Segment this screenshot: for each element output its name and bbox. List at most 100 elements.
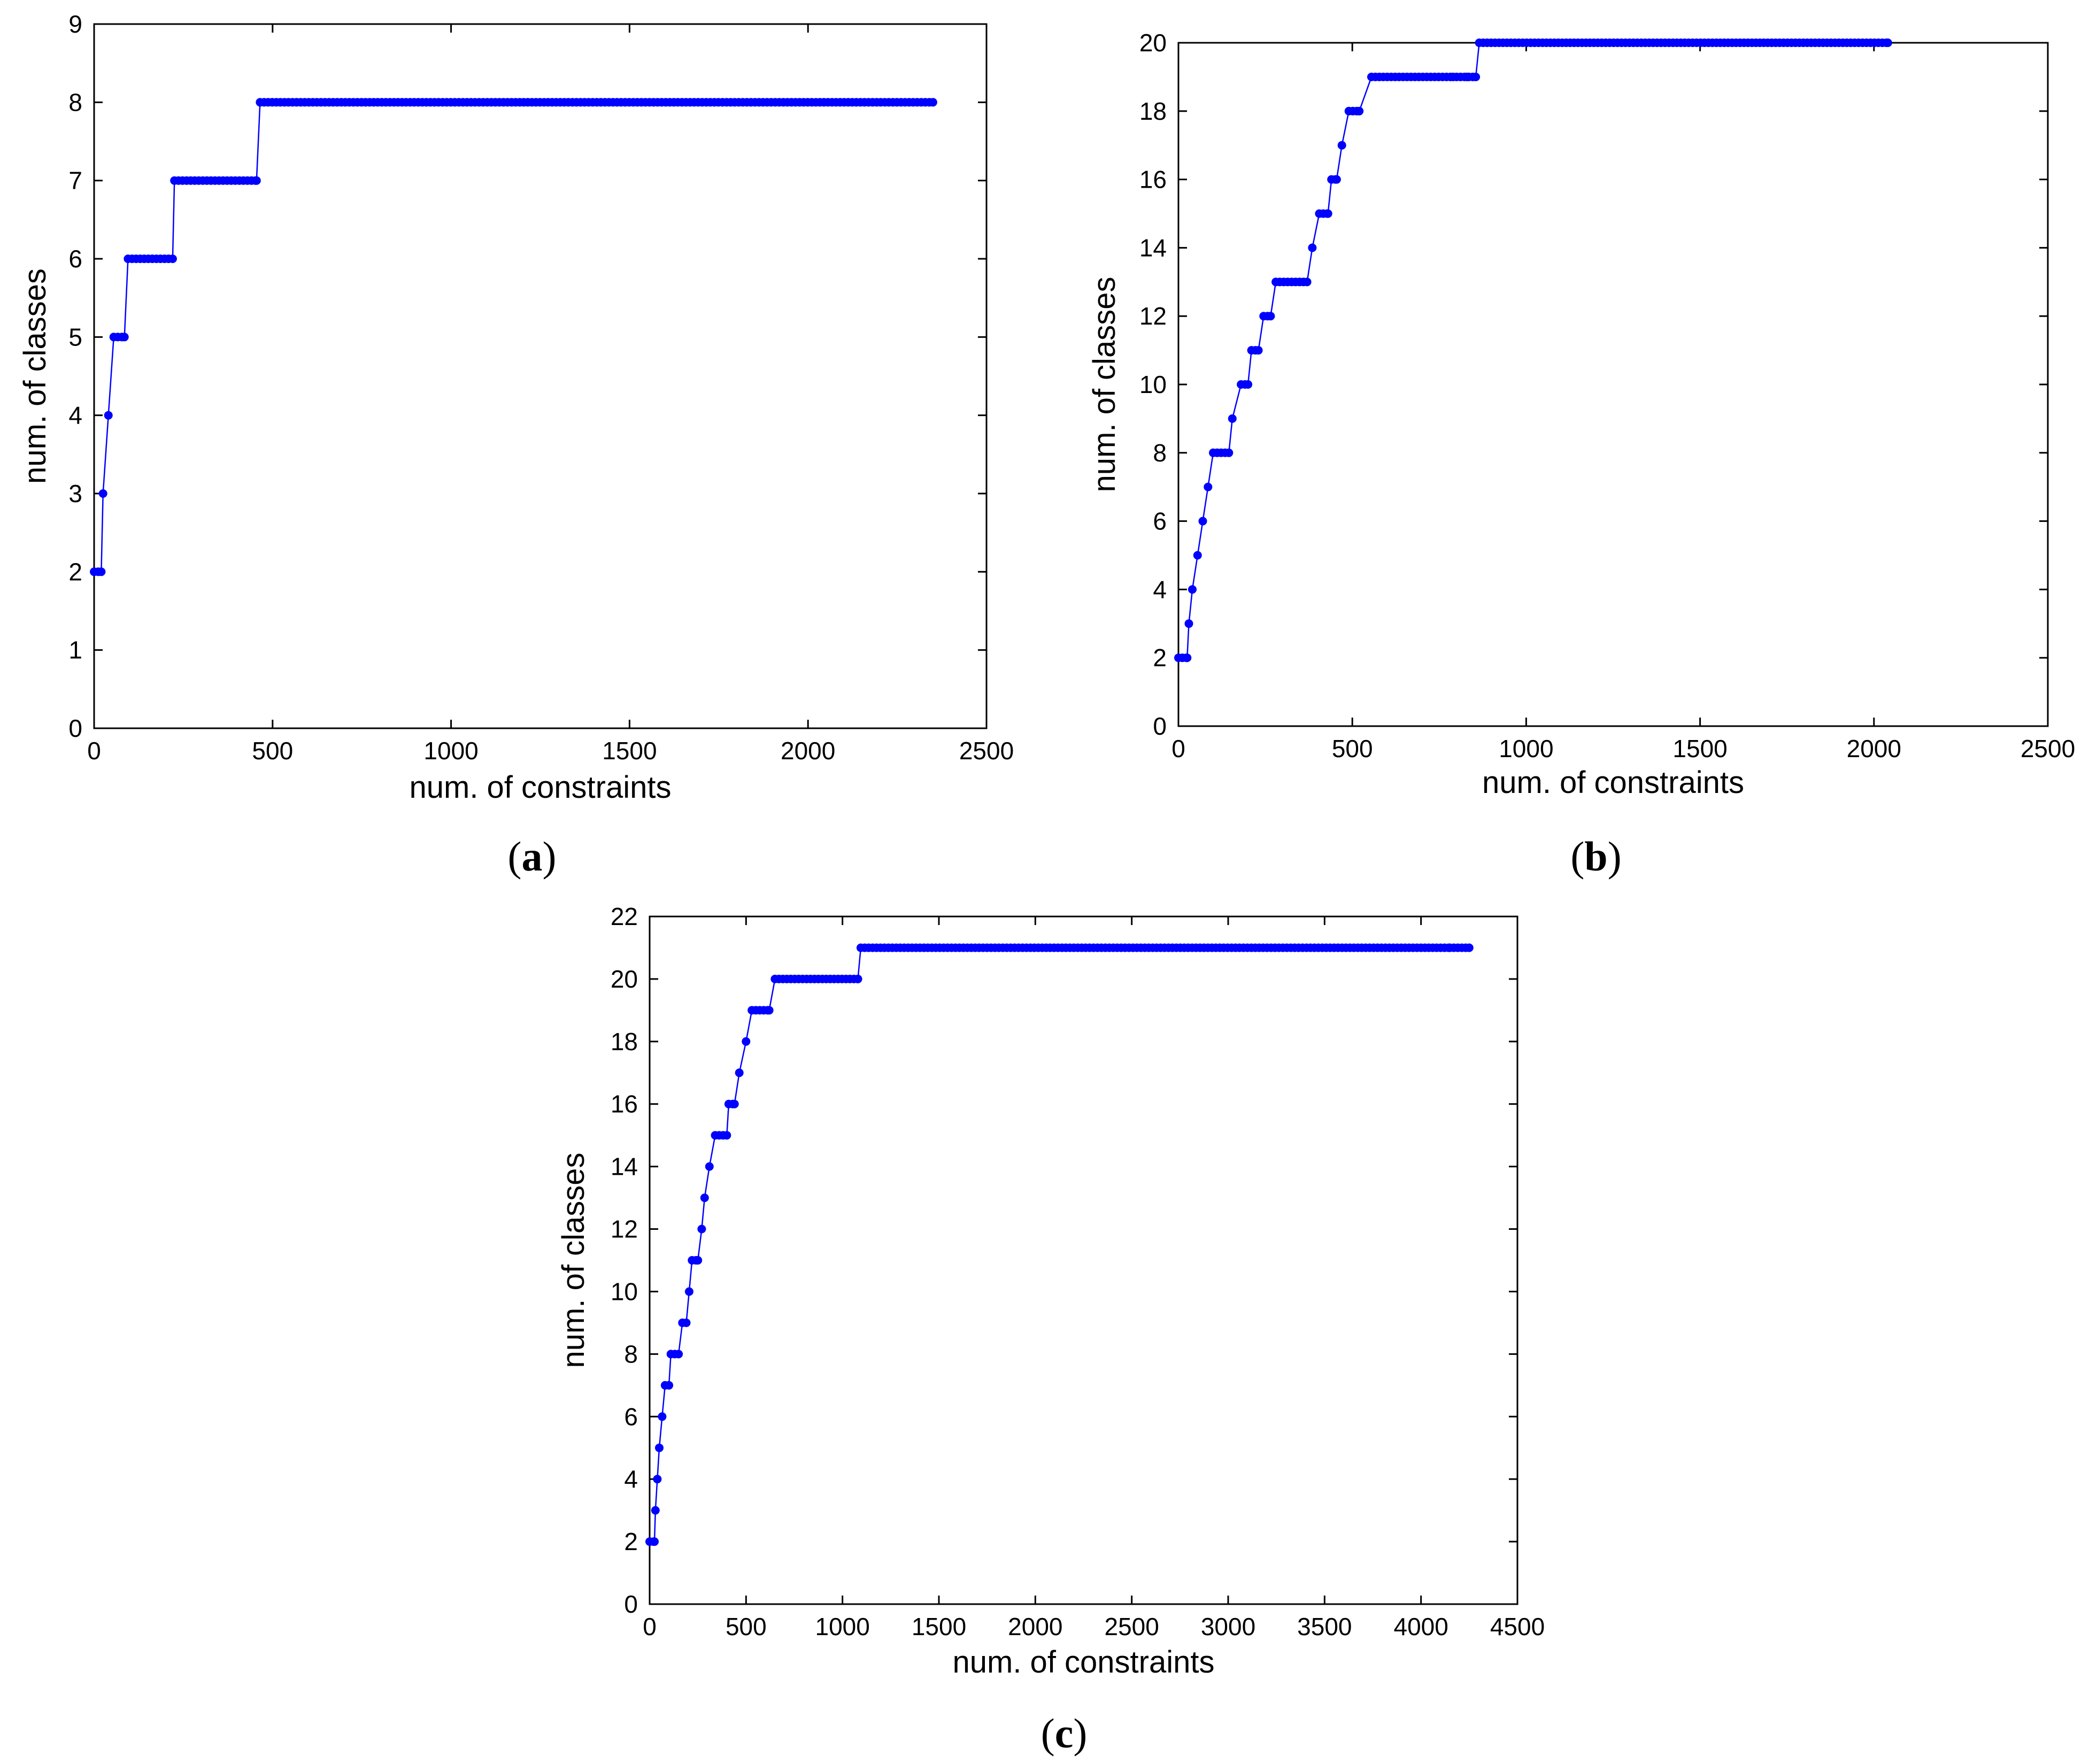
x-tick-label: 1500 [1672, 735, 1727, 762]
y-axis-title: num. of classes [18, 268, 52, 484]
data-point [1198, 517, 1207, 526]
data-point [651, 1506, 660, 1515]
data-point [168, 255, 177, 263]
caption-b: (b) [1570, 833, 1621, 880]
x-tick-label: 2000 [781, 737, 835, 765]
y-tick-label: 14 [611, 1153, 638, 1181]
chart-c: 0 500 1000 1500 2000 2500 3000 3500 4000 4500 0 2 4 6… [556, 903, 1545, 1680]
y-tick-label: 14 [1139, 234, 1167, 261]
data-point [120, 333, 129, 342]
y-tick-label: 18 [1139, 97, 1167, 125]
caption-a: (a) [508, 833, 557, 880]
x-tick-label: 500 [252, 737, 293, 765]
data-point [1355, 106, 1364, 115]
y-tick-label: 12 [611, 1215, 638, 1243]
data-point [658, 1412, 667, 1421]
data-point [697, 1224, 706, 1234]
y-axis-title: num. of classes [556, 1153, 591, 1368]
data-point [928, 98, 937, 107]
y-tick-label: 8 [68, 88, 82, 116]
data-point [1464, 943, 1474, 952]
y-tick-label: 4 [1153, 575, 1167, 603]
x-tick-label: 500 [1332, 735, 1373, 762]
data-point [104, 411, 113, 420]
y-tick-label: 6 [1153, 507, 1167, 535]
data-point [650, 1537, 659, 1546]
data-point [97, 567, 106, 576]
y-tick-label: 0 [1153, 712, 1167, 740]
y-tick-label: 2 [1153, 644, 1167, 672]
plot-area [93, 23, 988, 729]
y-tick-label: 3 [68, 480, 82, 507]
x-tick-label: 1000 [815, 1613, 869, 1640]
x-tick-label: 2500 [2021, 735, 2075, 762]
data-point [674, 1350, 683, 1359]
caption-b-letter: b [1584, 833, 1607, 880]
data-point [1323, 209, 1332, 218]
data-point [1244, 380, 1253, 389]
y-tick-label: 4 [68, 402, 82, 429]
x-tick-label: 0 [643, 1613, 657, 1640]
x-tick-label: 3000 [1201, 1613, 1255, 1640]
data-point [693, 1256, 703, 1265]
data-point [1883, 38, 1892, 47]
data-point [653, 1475, 662, 1484]
y-tick-label: 18 [611, 1028, 638, 1056]
x-tick-label: 4500 [1490, 1613, 1545, 1640]
chart-b: 0 500 1000 1500 2000 2500 0 2 4 6 8 10 12 14 16 18 20 num… [1087, 29, 2075, 800]
x-tick-label: 1500 [602, 737, 657, 765]
y-tick-label: 0 [624, 1590, 638, 1618]
y-tick-label: 16 [1139, 166, 1167, 194]
data-point [1224, 448, 1234, 457]
x-tick-label: 0 [1171, 735, 1185, 762]
data-point [684, 1287, 693, 1296]
y-tick-label: 6 [68, 245, 82, 273]
data-point [252, 176, 261, 185]
data-point [1471, 72, 1481, 81]
y-tick-label: 0 [68, 714, 82, 742]
x-tick-label: 1500 [912, 1613, 966, 1640]
data-point [1332, 175, 1341, 184]
y-tick-label: 9 [68, 10, 82, 38]
y-tick-label: 2 [68, 558, 82, 586]
x-tick-label: 0 [87, 737, 101, 765]
data-point [1188, 585, 1197, 594]
data-point [1184, 619, 1193, 628]
y-tick-label: 8 [624, 1340, 638, 1368]
data-point [1193, 551, 1202, 560]
chart-a: 0 500 1000 1500 2000 2500 0 1 2 3 4 5 6 7 8 9 num. of co… [18, 10, 1014, 805]
x-tick-label: 3500 [1297, 1613, 1352, 1640]
data-point [1204, 482, 1213, 491]
data-point [765, 1006, 774, 1015]
caption-c-letter: c [1055, 1710, 1074, 1757]
y-tick-label: 10 [611, 1277, 638, 1305]
data-point [1302, 278, 1312, 287]
y-tick-label: 20 [611, 965, 638, 993]
x-tick-label: 1000 [423, 737, 478, 765]
y-tick-label: 20 [1139, 29, 1167, 57]
y-tick-label: 6 [624, 1403, 638, 1430]
data-point [853, 974, 862, 983]
y-tick-label: 12 [1139, 302, 1167, 330]
caption-a-letter: a [522, 833, 543, 880]
data-point [705, 1162, 714, 1171]
x-tick-label: 1000 [1499, 735, 1553, 762]
data-point [1308, 243, 1317, 252]
y-tick-label: 7 [68, 167, 82, 195]
data-point [730, 1099, 739, 1108]
y-tick-label: 16 [611, 1090, 638, 1118]
data-point [1254, 346, 1263, 355]
y-tick-label: 10 [1139, 371, 1167, 398]
x-tick-label: 4000 [1393, 1613, 1448, 1640]
plot-area [649, 915, 1518, 1605]
y-tick-label: 8 [1153, 439, 1167, 467]
data-point [655, 1443, 664, 1452]
x-tick-label: 2000 [1008, 1613, 1062, 1640]
y-tick-label: 2 [624, 1528, 638, 1555]
data-point [742, 1037, 751, 1046]
data-point [1337, 141, 1346, 150]
y-tick-label: 4 [624, 1465, 638, 1493]
data-point [1266, 312, 1275, 321]
